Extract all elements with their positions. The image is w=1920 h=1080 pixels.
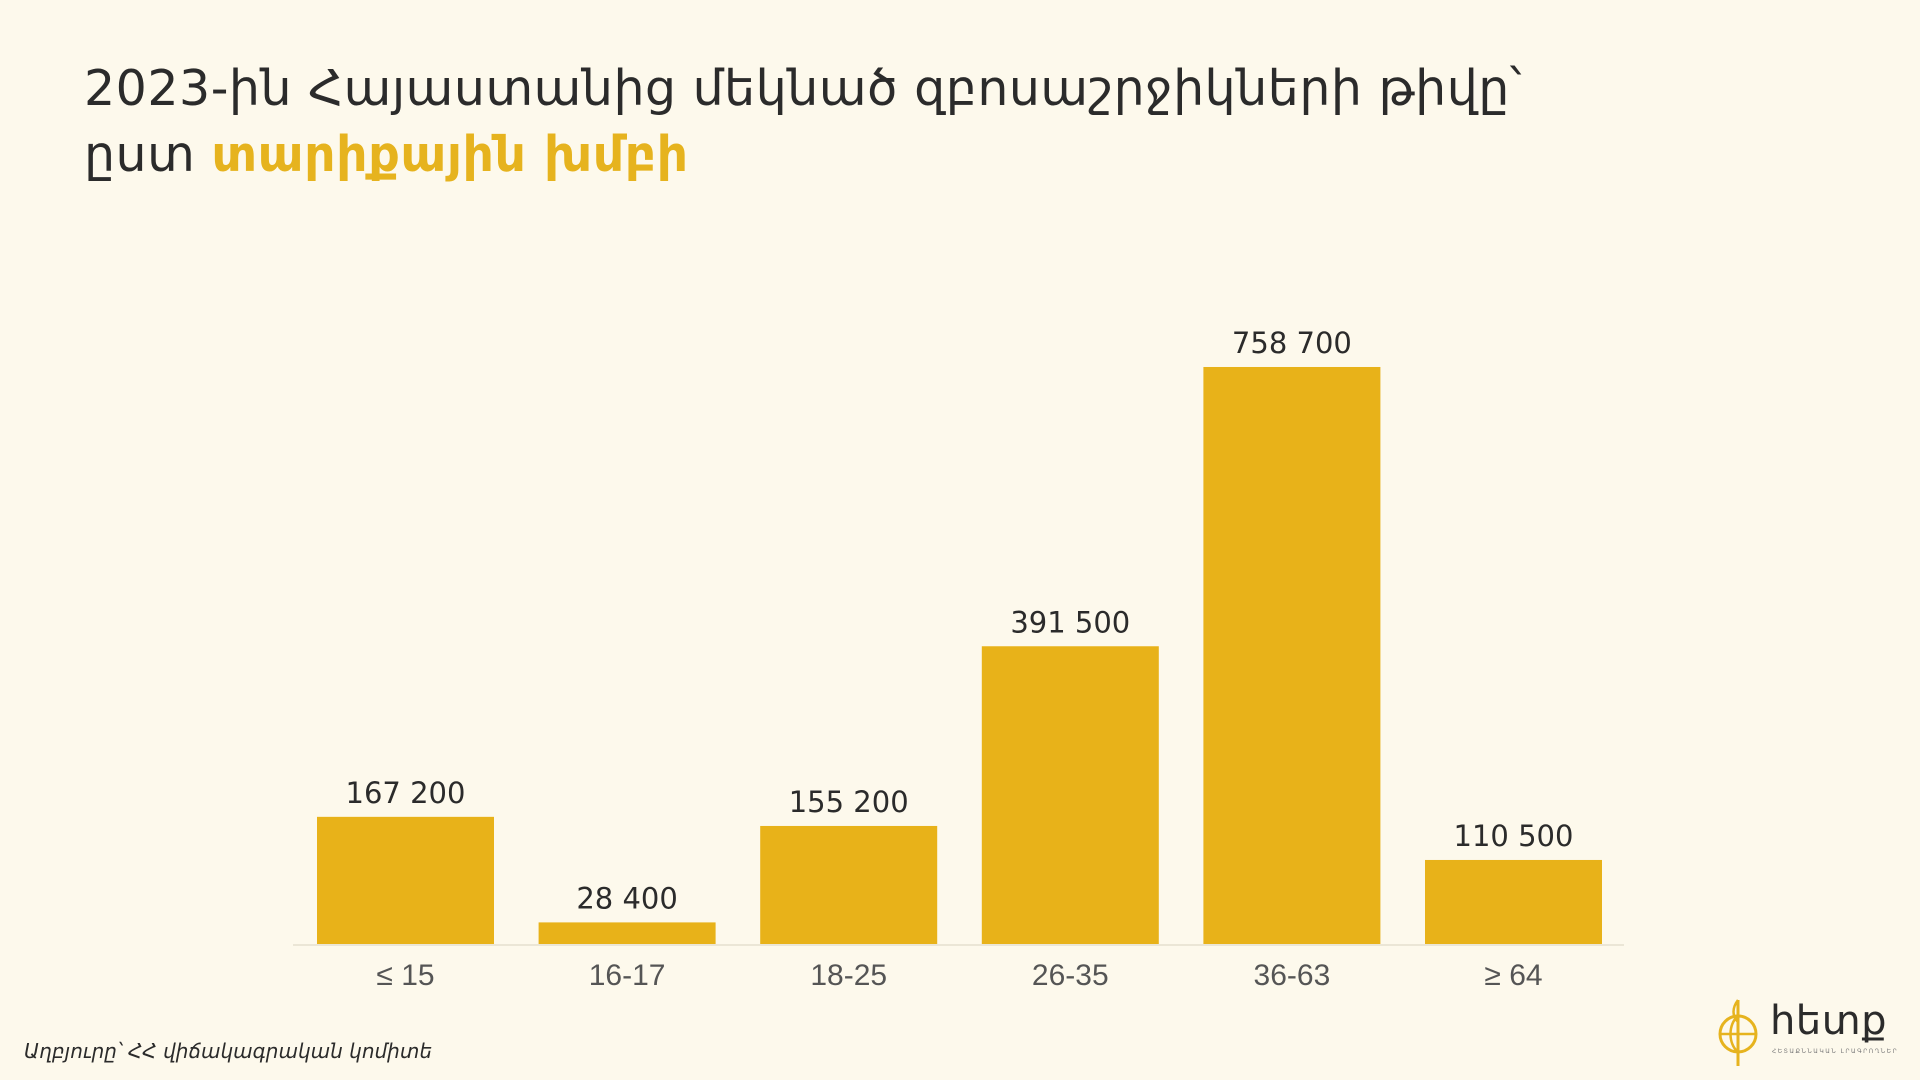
x-tick-label: ≤ 15 <box>376 959 434 992</box>
bar-value-label: 758 700 <box>1232 326 1352 360</box>
bar-value-label: 391 500 <box>1010 605 1130 639</box>
title-line-2: ըստ տարիքային խմբի <box>84 122 1784 188</box>
bar <box>317 816 494 944</box>
x-tick-label: 16-17 <box>589 959 666 992</box>
x-tick-label: 18-25 <box>810 959 887 992</box>
hetq-logo: հետք ՀԵՏԱՔՆՆԱԿԱՆ ԼՐԱԳՐՈՂՆԵՐ <box>1714 996 1904 1068</box>
bar-value-label: 110 500 <box>1454 819 1574 853</box>
x-tick-label: 36-63 <box>1254 959 1331 992</box>
logo-tagline: ՀԵՏԱՔՆՆԱԿԱՆ ԼՐԱԳՐՈՂՆԵՐ <box>1772 1048 1899 1055</box>
chart-title: 2023-ին Հայաստանից մեկնած զբոսաշրջիկների… <box>84 56 1784 188</box>
bar <box>538 922 716 944</box>
bar <box>760 825 938 944</box>
source-note: Աղբյուրը՝ ՀՀ վիճակագրական կոմիտե <box>24 1039 432 1063</box>
title-highlight: տարիքային խմբի <box>211 126 689 183</box>
bar <box>1203 366 1381 945</box>
x-tick-label: 26-35 <box>1032 959 1109 992</box>
bar-value-label: 28 400 <box>576 881 677 915</box>
title-prefix: ըստ <box>84 126 196 183</box>
title-line-1: 2023-ին Հայաստանից մեկնած զբոսաշրջիկների… <box>84 60 1522 117</box>
bar-value-label: 155 200 <box>789 785 909 819</box>
bar-value-label: 167 200 <box>346 776 466 810</box>
logo-text: հետք <box>1770 998 1888 1044</box>
bar-chart: 167 200 ≤ 15 28 400 16-17 155 200 18-25 391 50… <box>293 326 1624 992</box>
x-tick-label: ≥ 64 <box>1484 959 1542 992</box>
globe-pin-icon <box>1718 999 1758 1066</box>
bar <box>981 646 1159 944</box>
bar <box>1425 859 1602 944</box>
